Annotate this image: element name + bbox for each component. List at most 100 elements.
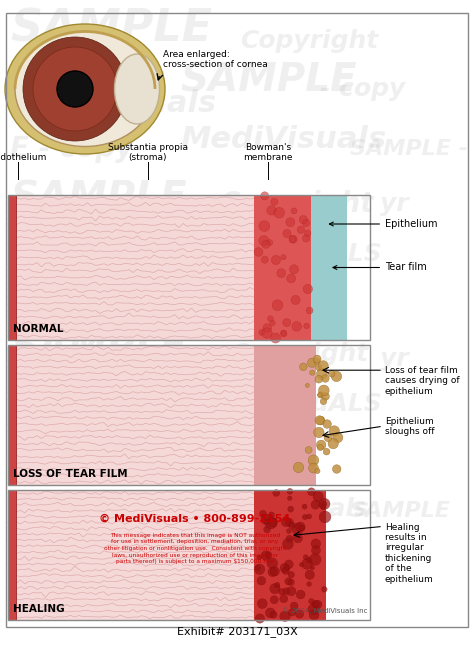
Circle shape	[274, 208, 284, 218]
Circle shape	[283, 229, 291, 238]
Circle shape	[320, 504, 326, 509]
Text: Copyright: Copyright	[10, 65, 164, 93]
Circle shape	[286, 217, 295, 227]
Ellipse shape	[15, 32, 155, 147]
Circle shape	[320, 398, 327, 404]
Circle shape	[291, 208, 297, 214]
Circle shape	[311, 539, 320, 548]
Circle shape	[271, 255, 281, 265]
Circle shape	[277, 269, 286, 278]
Circle shape	[297, 226, 305, 234]
Circle shape	[295, 522, 305, 532]
Circle shape	[318, 392, 324, 398]
Circle shape	[288, 579, 294, 585]
Circle shape	[329, 426, 339, 436]
Circle shape	[289, 236, 296, 243]
Text: SAL: SAL	[240, 442, 293, 466]
Circle shape	[23, 37, 127, 141]
Circle shape	[270, 611, 277, 618]
Text: E - copy: E - copy	[10, 135, 133, 163]
Bar	[311, 195, 347, 340]
Bar	[8, 490, 16, 620]
Text: Endothelium: Endothelium	[0, 153, 46, 162]
Bar	[254, 195, 311, 340]
Circle shape	[324, 434, 332, 441]
Circle shape	[285, 578, 292, 585]
Circle shape	[323, 448, 330, 455]
Circle shape	[281, 254, 286, 260]
Circle shape	[272, 519, 277, 523]
Text: MediVisuals: MediVisuals	[180, 125, 386, 154]
Circle shape	[303, 555, 308, 560]
Circle shape	[316, 440, 326, 450]
Text: Exhibit# 203171_03X: Exhibit# 203171_03X	[177, 626, 297, 637]
Circle shape	[262, 240, 270, 249]
Circle shape	[284, 560, 293, 569]
Text: Substantia propia
(stroma): Substantia propia (stroma)	[108, 143, 188, 162]
Circle shape	[282, 567, 290, 574]
Circle shape	[307, 582, 311, 587]
Circle shape	[265, 517, 277, 529]
Circle shape	[259, 236, 269, 245]
Bar	[8, 195, 370, 340]
Circle shape	[285, 519, 293, 526]
Text: LOSS OF TEAR FILM: LOSS OF TEAR FILM	[13, 469, 128, 479]
Circle shape	[271, 199, 278, 205]
Text: SAMPLE: SAMPLE	[10, 180, 186, 218]
Circle shape	[317, 445, 323, 450]
Circle shape	[314, 600, 322, 609]
Circle shape	[308, 604, 319, 615]
Circle shape	[303, 284, 312, 294]
Circle shape	[290, 602, 298, 610]
Circle shape	[292, 321, 301, 331]
Text: MediVisuALS: MediVisuALS	[200, 392, 382, 416]
Circle shape	[263, 324, 272, 332]
Circle shape	[320, 501, 327, 508]
Text: E - copy: E - copy	[10, 385, 133, 413]
Circle shape	[328, 439, 338, 448]
Circle shape	[57, 71, 93, 107]
Circle shape	[323, 420, 331, 428]
Circle shape	[332, 465, 341, 473]
Text: Copyright: Copyright	[10, 490, 164, 518]
Circle shape	[293, 533, 302, 543]
Circle shape	[270, 583, 280, 594]
Text: SAMPLE -: SAMPLE -	[350, 139, 468, 159]
Text: MediVisuals: MediVisuals	[200, 497, 369, 521]
Text: Epithelium: Epithelium	[329, 219, 438, 229]
Circle shape	[287, 528, 292, 533]
Bar	[8, 490, 370, 620]
Circle shape	[306, 557, 312, 563]
Circle shape	[254, 247, 263, 256]
Circle shape	[281, 330, 287, 337]
Circle shape	[273, 489, 280, 496]
Text: © 2004, MediVisuals Inc: © 2004, MediVisuals Inc	[283, 607, 368, 614]
Text: yr: yr	[380, 347, 409, 371]
Text: Copyright: Copyright	[10, 235, 164, 263]
Circle shape	[279, 589, 285, 595]
Text: SAMPLE: SAMPLE	[350, 501, 451, 521]
Circle shape	[306, 307, 313, 314]
Circle shape	[255, 564, 265, 574]
Circle shape	[304, 230, 311, 236]
Circle shape	[272, 300, 283, 311]
Circle shape	[302, 559, 312, 569]
Circle shape	[318, 361, 328, 371]
Circle shape	[304, 323, 310, 329]
Circle shape	[261, 256, 268, 263]
Text: copy: copy	[240, 289, 306, 313]
Circle shape	[288, 609, 296, 616]
Circle shape	[309, 598, 314, 604]
Circle shape	[259, 510, 266, 517]
Circle shape	[268, 567, 277, 577]
Circle shape	[281, 330, 286, 336]
Circle shape	[264, 526, 271, 533]
Text: - copy: - copy	[320, 77, 405, 101]
Text: MediVisuALS: MediVisuALS	[200, 242, 382, 266]
Circle shape	[313, 491, 323, 502]
Ellipse shape	[115, 54, 159, 124]
Circle shape	[314, 358, 320, 365]
Circle shape	[318, 393, 322, 397]
Circle shape	[257, 576, 266, 585]
Circle shape	[310, 566, 315, 570]
